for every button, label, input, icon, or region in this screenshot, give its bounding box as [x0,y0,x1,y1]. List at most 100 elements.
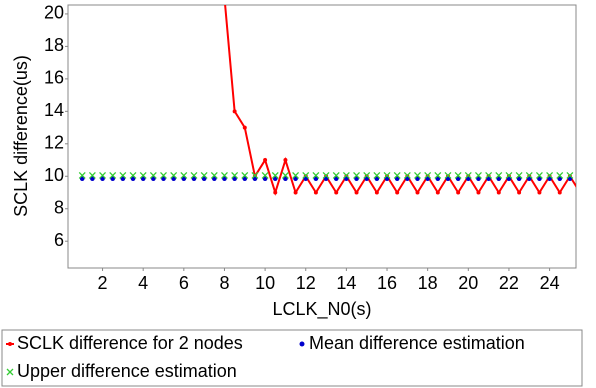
point [516,176,522,182]
y-tick-label: 20 [44,3,64,23]
point [212,176,217,182]
x-axis-label: LCLK_N0(s) [272,299,371,320]
point [109,172,117,179]
point [313,190,318,195]
x-tick-label: 22 [499,273,519,293]
point [78,172,86,179]
point [231,172,239,179]
point [242,125,247,130]
point [525,172,533,179]
point [506,176,512,182]
x-tick-label: 20 [458,273,478,293]
point [425,176,430,182]
point [232,109,237,114]
legend-marker [299,341,305,347]
line [224,5,576,196]
point [496,190,501,195]
point [149,172,157,179]
point [200,172,208,179]
point [100,176,105,182]
point [455,176,461,182]
point [293,190,298,195]
legend-marker [8,342,12,346]
point [566,172,574,179]
point [486,176,491,182]
point [364,176,370,182]
point [475,172,482,179]
point [263,158,268,163]
point [130,176,136,182]
point [454,172,462,179]
point [435,176,441,182]
point [79,176,85,182]
y-tick-label: 6 [54,230,64,250]
point [557,190,562,195]
point [221,172,228,179]
point [210,172,218,179]
point [283,158,288,163]
point [272,176,278,182]
y-axis-label: SCLK difference(us) [11,55,31,217]
point [546,172,554,179]
point [261,172,269,179]
point [415,190,420,195]
point [333,176,339,182]
point [110,176,116,182]
point [140,176,146,182]
point [444,172,452,179]
point [456,190,461,195]
x-tick-label: 16 [377,273,397,293]
point [242,176,248,182]
legend-label: SCLK difference for 2 nodes [17,333,243,353]
point [363,172,371,179]
legend [1,329,583,387]
point [303,176,309,182]
point [241,172,249,179]
legend-marker [6,368,14,376]
point [129,172,137,179]
point [354,190,359,195]
point [271,172,279,179]
point [90,176,95,182]
y-tick-label: 10 [44,165,64,185]
point [526,176,532,182]
point [151,176,156,182]
point [353,172,361,179]
point [393,172,401,179]
point [535,172,543,179]
point [332,172,340,179]
point [323,176,329,182]
x-tick-label: 24 [540,273,560,293]
point [435,190,440,195]
point [161,176,166,182]
point [517,190,522,195]
point [222,176,227,182]
point [464,172,472,179]
point [181,176,187,182]
point [354,176,359,182]
point [201,176,207,182]
point [313,176,319,182]
point [415,176,420,182]
x-tick-label: 12 [296,273,316,293]
point [515,172,523,179]
point [403,172,411,179]
point [170,172,178,179]
y-tick-label: 12 [44,133,64,153]
point [476,190,481,195]
point [232,176,237,182]
point [556,172,564,179]
legend-label: Upper difference estimation [17,361,237,381]
point [283,176,288,182]
point [485,172,493,179]
point [384,176,390,182]
y-tick-label: 16 [44,68,64,88]
x-tick-label: 4 [138,273,148,293]
point [180,172,188,179]
point [537,176,542,182]
point [466,176,471,182]
point [547,176,552,182]
legend-label: Mean difference estimation [309,333,525,353]
point [119,172,127,179]
